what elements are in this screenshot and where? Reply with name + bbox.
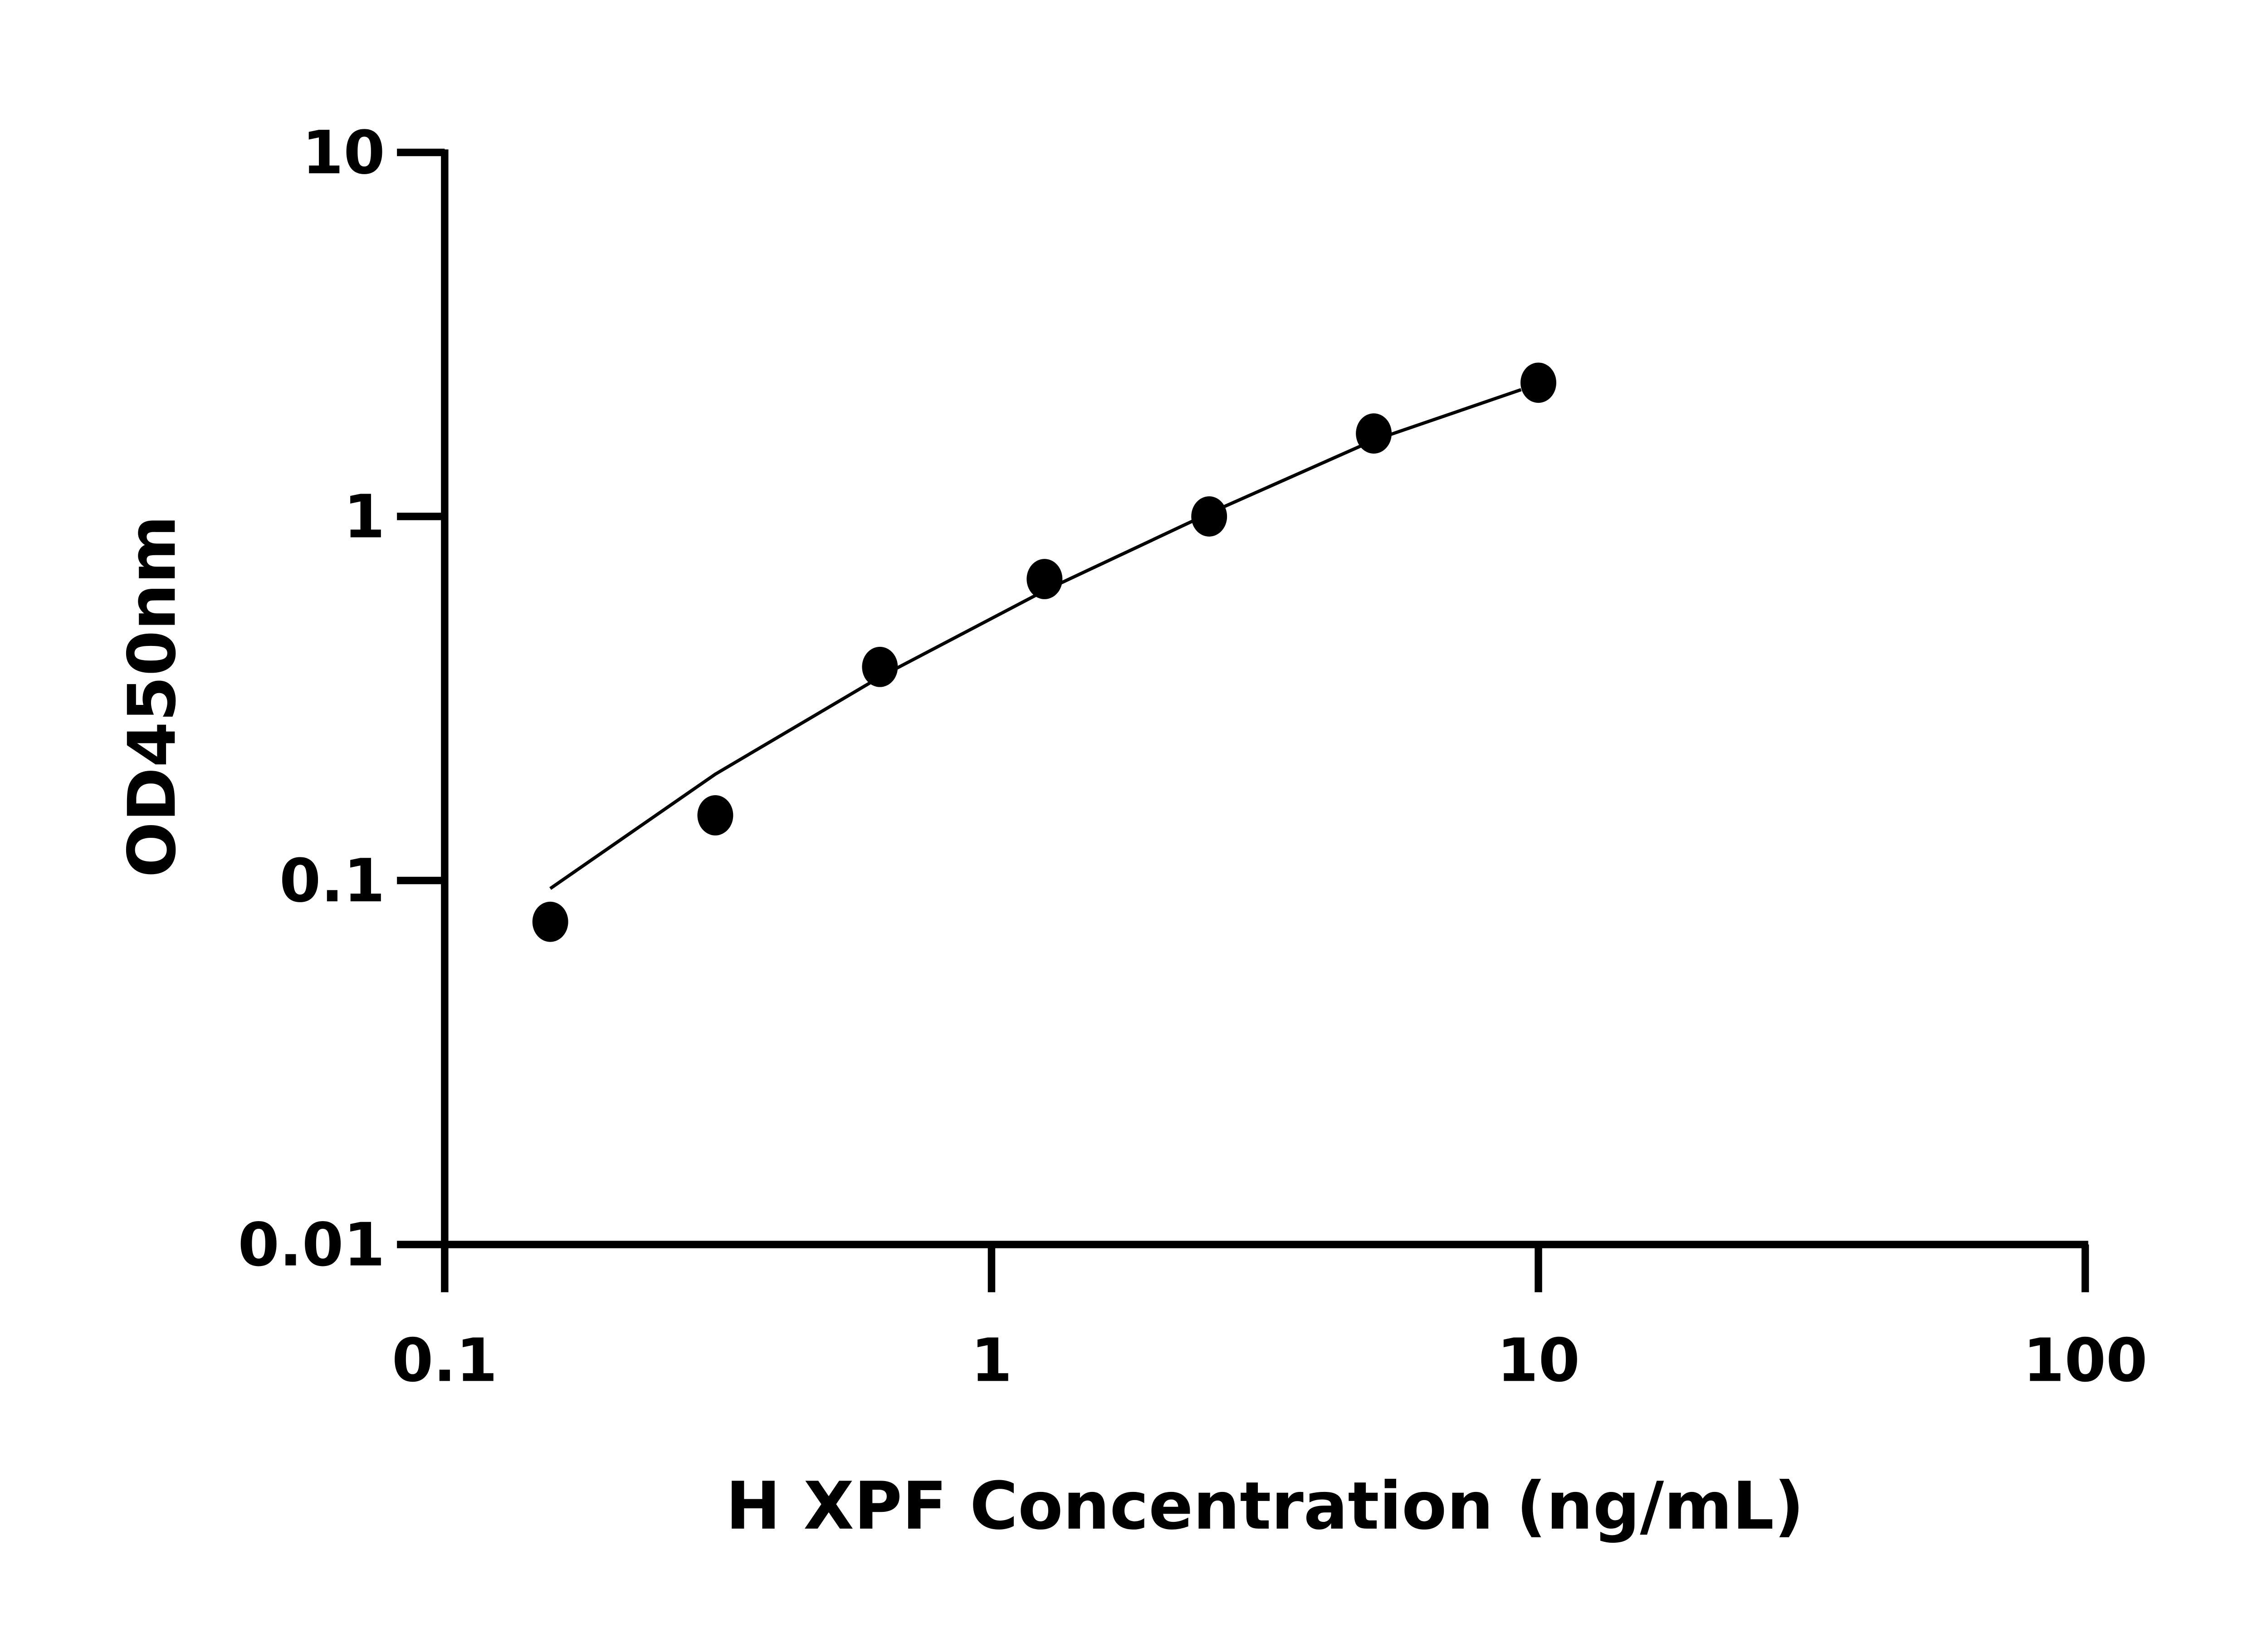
x-tick-label: 1 — [971, 1326, 1012, 1395]
x-tick-label: 10 — [1497, 1326, 1580, 1395]
data-points — [532, 362, 1556, 942]
data-point — [862, 646, 898, 687]
y-tick-label: 1 — [343, 483, 385, 552]
x-tick-label: 100 — [2023, 1326, 2148, 1395]
data-point — [1520, 362, 1556, 403]
data-point — [1356, 413, 1392, 454]
y-axis-label: OD450nm — [114, 515, 191, 878]
fit-curve — [549, 388, 1522, 890]
data-point — [1026, 559, 1063, 599]
data-point — [697, 795, 733, 836]
x-tick-label: 0.1 — [392, 1326, 498, 1395]
y-tick-label: 0.01 — [238, 1211, 385, 1280]
y-tick-label: 10 — [302, 118, 385, 188]
data-point — [1191, 496, 1227, 537]
x-axis-label: H XPF Concentration (ng/mL) — [726, 1468, 1804, 1545]
y-tick-label: 0.1 — [279, 846, 385, 916]
data-point — [532, 901, 568, 942]
